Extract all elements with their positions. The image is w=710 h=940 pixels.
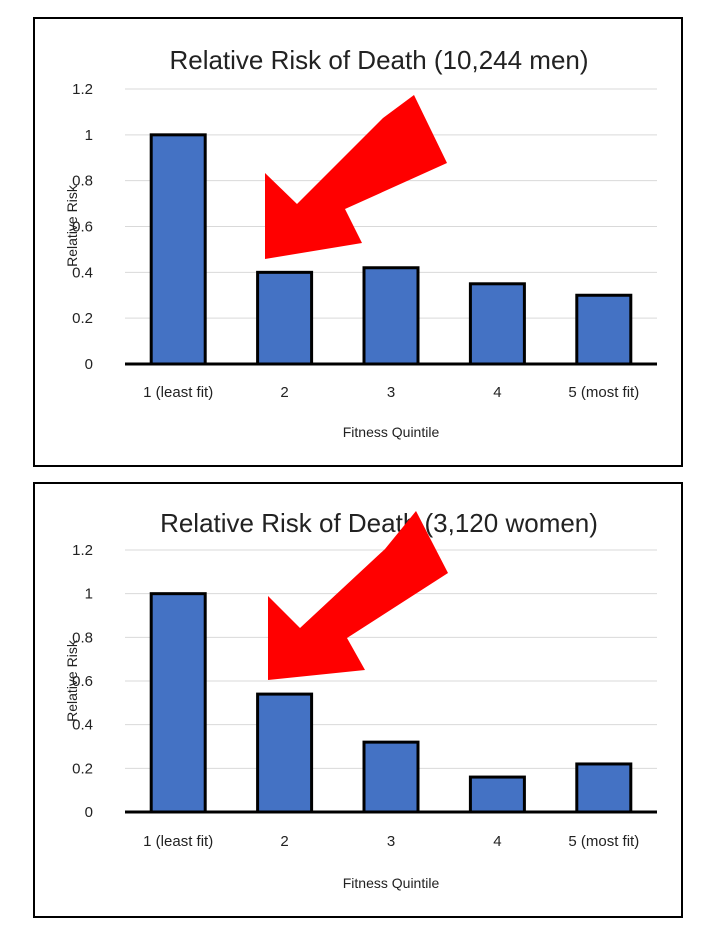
y-tick-label: 0.8 xyxy=(72,629,93,646)
chart-title: Relative Risk of Death (3,120 women) xyxy=(160,508,598,538)
y-tick-label: 1.2 xyxy=(72,81,93,98)
y-tick-label: 0.4 xyxy=(72,717,93,734)
x-tick-label: 5 (most fit) xyxy=(568,833,639,850)
y-tick-label: 0.8 xyxy=(72,173,93,190)
x-tick-label: 4 xyxy=(493,384,501,401)
y-tick-label: 0.2 xyxy=(72,760,93,777)
y-tick-label: 0.6 xyxy=(72,673,93,690)
red-arrow-icon xyxy=(265,95,447,259)
x-tick-label: 4 xyxy=(493,833,501,850)
bar-quintile-1 xyxy=(149,133,207,366)
x-tick-label: 2 xyxy=(280,384,288,401)
red-arrow-icon xyxy=(268,511,448,680)
bar-quintile-2 xyxy=(256,270,314,366)
bar-chart-women: Relative Risk of Death (3,120 women) 0 0.2… xyxy=(64,508,657,891)
y-tick-label: 1.2 xyxy=(72,542,93,559)
bar-quintile-4 xyxy=(468,775,526,814)
chart-title: Relative Risk of Death (10,244 men) xyxy=(169,45,588,75)
y-tick-label: 0.6 xyxy=(72,219,93,236)
bar-quintile-5 xyxy=(575,762,633,814)
chart-panel-men: Relative Risk of Death (10,244 men) 0 0.2 0… xyxy=(33,17,683,467)
x-tick-label: 3 xyxy=(387,384,395,401)
y-tick-label: 0 xyxy=(85,804,93,821)
y-tick-label: 0.4 xyxy=(72,264,93,281)
x-axis-title: Fitness Quintile xyxy=(343,424,440,440)
bar-quintile-3 xyxy=(362,266,420,366)
bar-chart-men: Relative Risk of Death (10,244 men) 0 0.2 0… xyxy=(64,45,657,440)
bar-quintile-1 xyxy=(149,592,207,814)
x-axis-title: Fitness Quintile xyxy=(343,875,440,891)
x-tick-label: 5 (most fit) xyxy=(568,384,639,401)
y-tick-label: 0 xyxy=(85,356,93,373)
y-tick-label: 1 xyxy=(85,586,93,603)
y-axis-title: Relative Risk xyxy=(64,184,80,267)
x-tick-label: 1 (least fit) xyxy=(143,384,213,401)
bar-quintile-4 xyxy=(468,282,526,366)
y-tick-label: 0.2 xyxy=(72,310,93,327)
bar-quintile-2 xyxy=(256,692,314,814)
x-tick-label: 3 xyxy=(387,833,395,850)
y-axis-title: Relative Risk xyxy=(64,639,80,722)
y-tick-label: 1 xyxy=(85,127,93,144)
chart-panel-women: Relative Risk of Death (3,120 women) 0 0.2… xyxy=(33,482,683,918)
x-tick-label: 2 xyxy=(280,833,288,850)
x-tick-label: 1 (least fit) xyxy=(143,833,213,850)
bar-quintile-3 xyxy=(362,740,420,814)
bar-quintile-5 xyxy=(575,293,633,366)
